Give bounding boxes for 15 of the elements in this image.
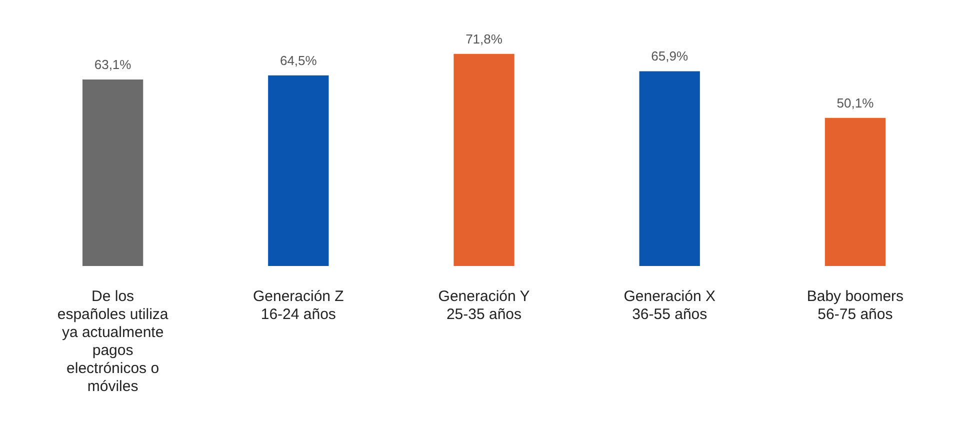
bar [268,75,329,266]
bar [824,118,886,266]
data-label: 65,9% [651,48,688,64]
bar [82,80,144,266]
x-tick-label: Generación Y 25-35 años [438,288,530,324]
data-label: 50,1% [836,95,874,110]
data-label: 63,1% [94,56,132,72]
data-label: 64,5% [280,52,318,68]
bar [454,54,514,266]
x-tick-label: Baby boomers 56-75 años [806,288,904,324]
x-tick-label: De los españoles utiliza ya actualmente pagos electrónicos o móviles [57,288,169,396]
x-tick-label: Generación X 36-55 años [624,288,716,324]
data-label: 71,8% [466,31,503,46]
bar [639,71,700,266]
x-tick-label: Generación Z 16-24 años [252,288,344,324]
